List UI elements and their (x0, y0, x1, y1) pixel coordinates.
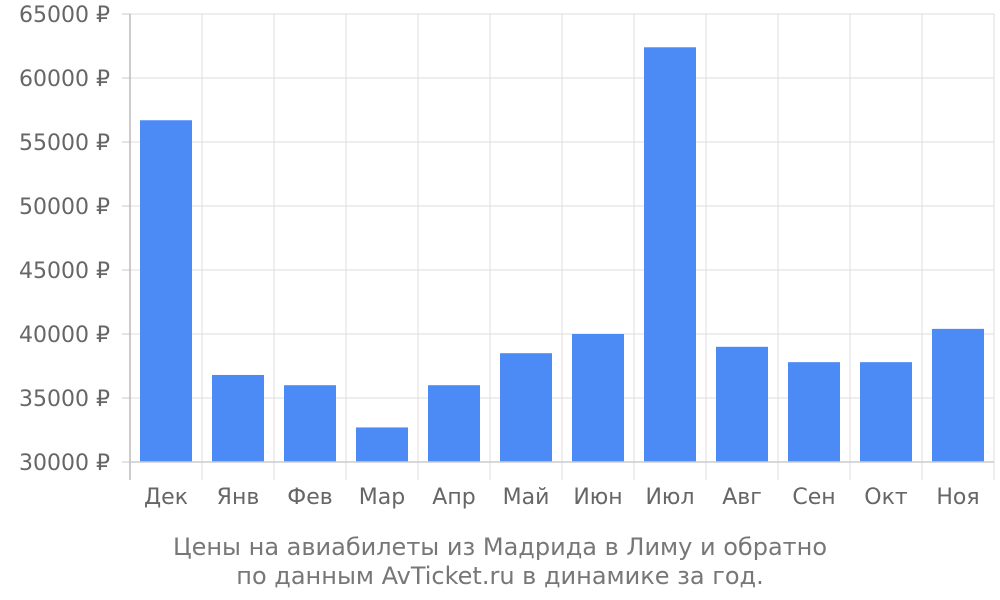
chart-caption-line-2: по данным AvTicket.ru в динамике за год. (236, 562, 764, 590)
bar-Апр (428, 385, 480, 462)
bar-Ноя (932, 328, 984, 462)
x-tick-label: Мар (359, 485, 405, 510)
x-tick-label: Апр (432, 485, 475, 510)
y-tick-label: 60000 ₽ (19, 67, 110, 92)
bar-Июл (644, 47, 696, 462)
x-tick-label: Июн (573, 485, 622, 510)
y-tick-label: 55000 ₽ (19, 131, 110, 156)
x-tick-label: Ноя (936, 485, 979, 510)
x-tick-label: Дек (144, 485, 188, 510)
y-tick-label: 35000 ₽ (19, 387, 110, 412)
bar-Авг (716, 346, 768, 462)
y-tick-label: 65000 ₽ (19, 3, 110, 28)
bar-Май (500, 353, 552, 462)
bar-chart: 30000 ₽ 35000 ₽ 40000 ₽ 45000 ₽ 50000 ₽ 55000… (19, 3, 995, 510)
x-tick-label: Янв (217, 485, 260, 510)
x-tick-label: Сен (792, 485, 835, 510)
x-tick-label: Окт (864, 485, 908, 510)
bar-Окт (860, 362, 912, 462)
x-tick-label: Фев (287, 485, 332, 510)
x-tick-label: Авг (722, 485, 762, 510)
y-tick-label: 45000 ₽ (19, 259, 110, 284)
y-tick-label: 50000 ₽ (19, 195, 110, 220)
bar-Сен (788, 362, 840, 462)
bar-Мар (356, 427, 408, 462)
x-tick-label: Июл (645, 485, 694, 510)
chart-caption-line-1: Цены на авиабилеты из Мадрида в Лиму и о… (172, 533, 828, 561)
bar-Дек (140, 120, 192, 463)
bar-Фев (284, 385, 336, 462)
x-tick-label: Май (503, 485, 550, 510)
y-tick-label: 40000 ₽ (19, 323, 110, 348)
y-tick-label: 30000 ₽ (19, 451, 110, 476)
bar-Июн (572, 334, 624, 462)
bar-Янв (212, 374, 264, 462)
